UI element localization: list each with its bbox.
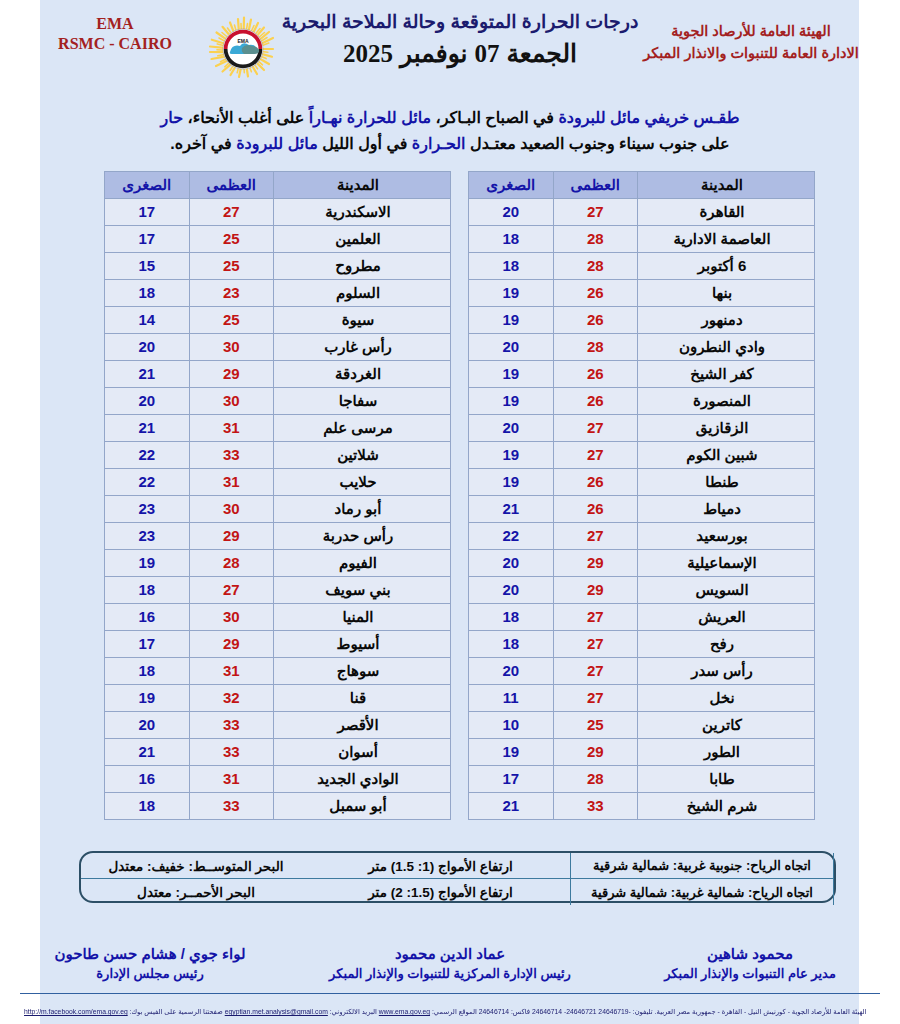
svg-text:EMA: EMA [237, 38, 249, 44]
